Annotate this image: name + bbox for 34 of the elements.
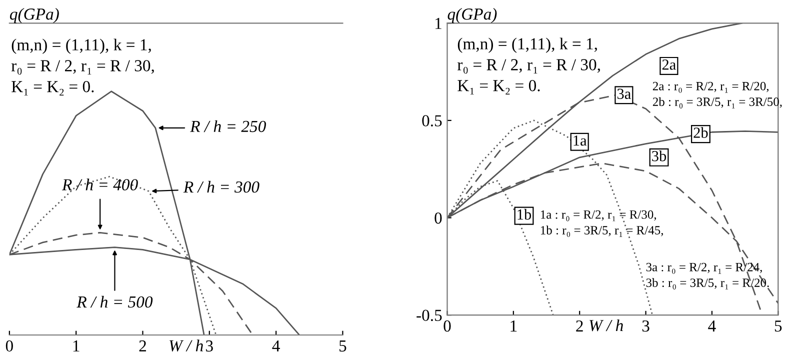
- annotation: 2a: [662, 60, 676, 70]
- annotation: R / h = 400: [62, 178, 138, 190]
- x-tick-label: 1: [73, 340, 80, 352]
- annotation: 1b: [518, 208, 532, 220]
- x-tick-label: 2: [139, 340, 146, 352]
- annotation: (m,n) = (1,11), k = 1, r₀ = R / 2, r₁ = R / 30, K₁ = K₂ = 0.: [11, 38, 154, 96]
- x-tick-label: 0: [6, 340, 13, 352]
- annotation: R / h = 250: [190, 120, 266, 132]
- x-axis-title: W / h: [170, 340, 203, 352]
- x-tick-label: 2: [576, 320, 583, 332]
- annotation: 3b: [652, 150, 666, 162]
- x-tick-label: 5: [774, 320, 782, 332]
- annotation: R / h = 300: [183, 180, 260, 193]
- y-tick-label: 0: [434, 212, 442, 224]
- y-tick-label: -0.5: [416, 310, 442, 322]
- x-tick-label: 0: [444, 320, 451, 332]
- x-tick-label: 4: [708, 320, 716, 332]
- annotation: 3a: [617, 88, 631, 99]
- annotation: 1a: [574, 135, 587, 146]
- y-tick-label: 0.5: [422, 115, 442, 126]
- y-tick-label: 1: [436, 18, 442, 29]
- x-axis-title: W / h: [590, 319, 623, 332]
- y-axis-title: q(GPa): [10, 8, 59, 24]
- annotation: 2a : r₀ = R/2, r₁ = R/20, 2b : r₀ = 3R/5, r₁ = 3R/50,: [652, 82, 782, 108]
- x-tick-label: 5: [340, 340, 346, 352]
- x-tick-label: 1: [510, 320, 517, 332]
- x-tick-label: 3: [642, 320, 650, 332]
- x-tick-label: 4: [272, 340, 280, 352]
- annotation: (m,n) = (1,11), k = 1, r₀ = R / 2, r₁ = R / 30, K₁ = K₂ = 0.: [457, 38, 600, 94]
- annotation: 1a : r₀ = R/2, r₁ = R/30, 1b : r₀ = 3R/5, r₁ = R/45,: [540, 210, 663, 237]
- annotation: 2b: [694, 127, 708, 138]
- x-tick-label: 3: [206, 340, 213, 352]
- y-axis-title: q(GPa): [448, 8, 497, 24]
- annotation: R / h = 500: [76, 296, 153, 308]
